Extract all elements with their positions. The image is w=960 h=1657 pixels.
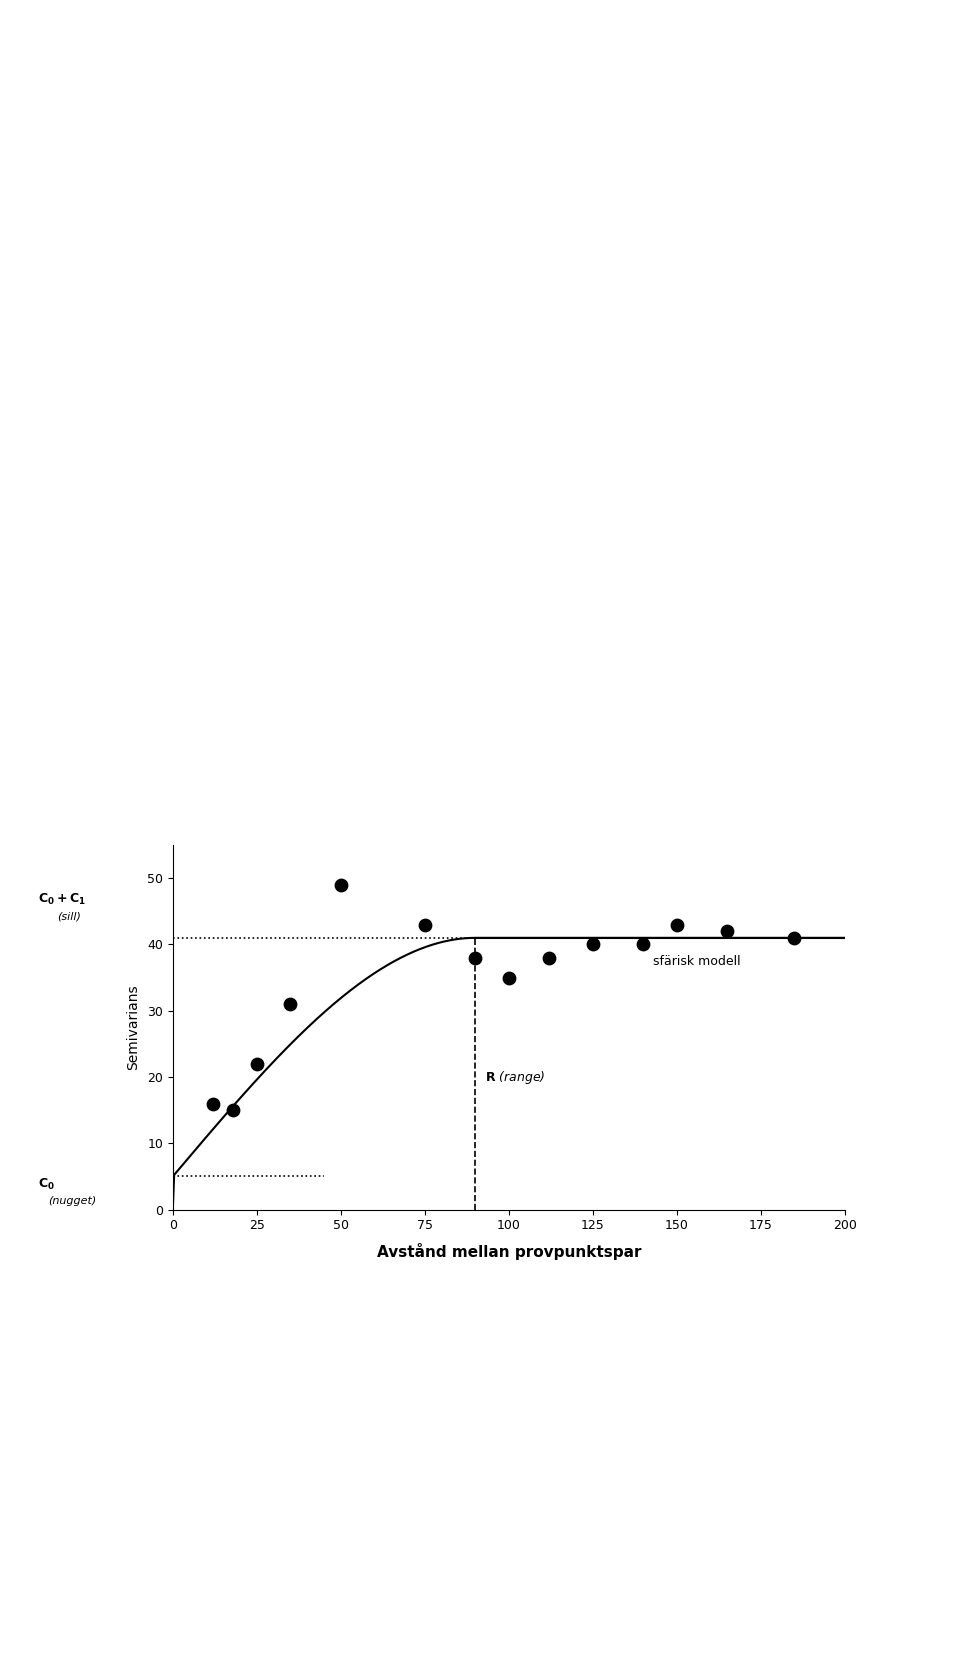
Point xyxy=(585,931,601,958)
Text: $\bf{C_0}$: $\bf{C_0}$ xyxy=(38,1176,56,1193)
X-axis label: Avstånd mellan provpunktspar: Avstånd mellan provpunktspar xyxy=(376,1243,641,1261)
Y-axis label: Semivarians: Semivarians xyxy=(126,984,140,1070)
Point xyxy=(333,872,348,898)
Point xyxy=(720,918,735,944)
Point xyxy=(636,931,651,958)
Point xyxy=(468,944,483,971)
Text: (sill): (sill) xyxy=(58,911,82,921)
Point xyxy=(787,925,803,951)
Text: sfärisk modell: sfärisk modell xyxy=(653,954,741,968)
Point xyxy=(541,944,557,971)
Point xyxy=(669,911,684,938)
Point xyxy=(205,1090,221,1117)
Text: (nugget): (nugget) xyxy=(48,1196,96,1206)
Point xyxy=(226,1097,241,1123)
Point xyxy=(501,964,516,991)
Text: $\bf{R}$ (range): $\bf{R}$ (range) xyxy=(485,1069,545,1085)
Point xyxy=(282,991,298,1017)
Point xyxy=(249,1051,264,1077)
Point xyxy=(417,911,432,938)
Text: $\bf{C_0+C_1}$: $\bf{C_0+C_1}$ xyxy=(38,891,86,908)
